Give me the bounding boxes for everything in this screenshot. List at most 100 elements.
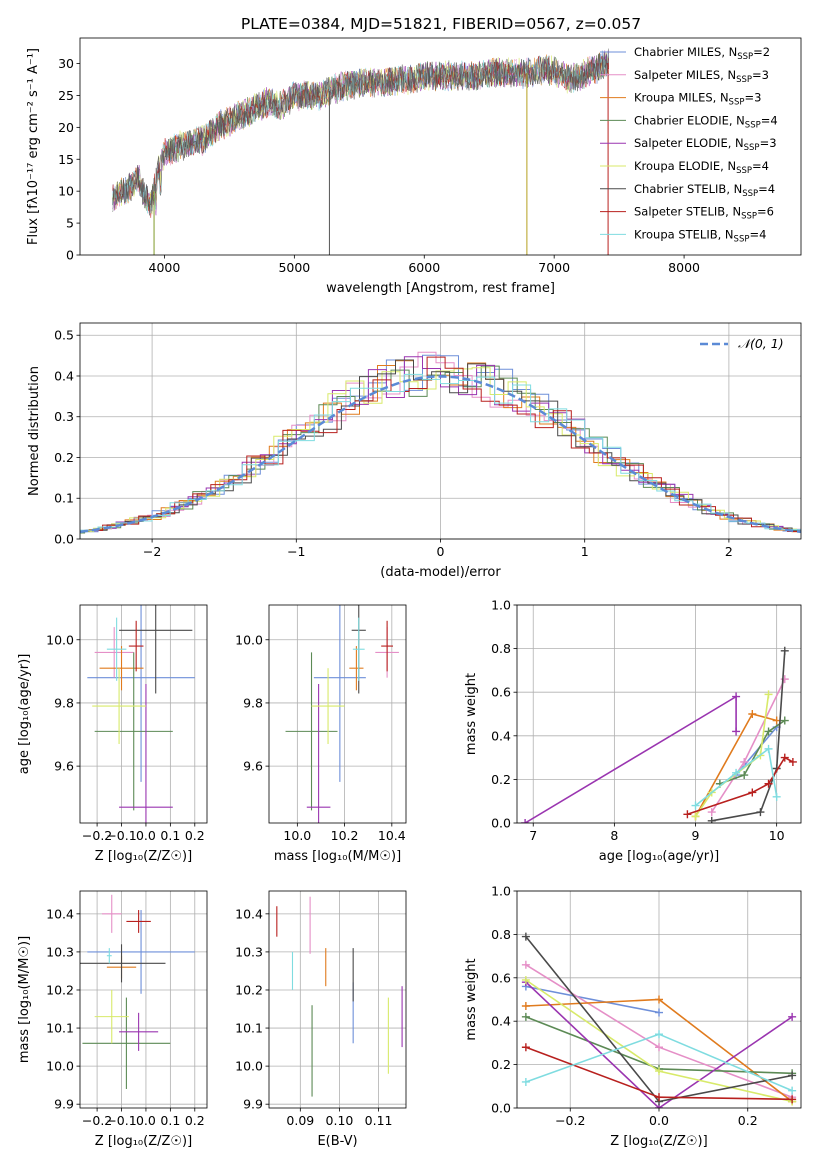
y-tick-label: 0 [66,248,74,263]
mass-weight-marker [707,816,716,823]
axes-frame: 10.0 10.2 10.4 9.6 9.8 10.0 mass [log₁₀(M/M☉)] [235,604,407,864]
y-axis-label: age [log₁₀(age/yr)] [17,654,32,775]
axes-frame: −0.2−0.1 0.0 0.1 0.2 9.6 9.8 10.0 Z [log₁₀(Z/Z☉… [17,604,208,864]
y-tick-label: 9.9 [54,1097,74,1112]
plot-layer: 4000 5000 6000 7000 8000051015202530waveleng… [17,37,802,1149]
axes-border [516,604,802,824]
plot-area [276,896,403,1097]
y-tick-label: 0.2 [491,1057,511,1072]
x-axis-label: mass [log₁₀(M/M☉)] [274,849,401,864]
x-tick-label: 0.1 [160,1113,180,1128]
mass-weight-marker [655,1043,663,1052]
y-tick-label: 10.0 [46,632,74,647]
plot-area [80,351,801,539]
mass-weight-line [694,747,778,807]
y-axis-label: Normed distribution [27,366,42,496]
error-bar-point [306,683,331,823]
error-bar-point [119,683,173,823]
mass-weight-vs-Z-panel: −0.2 0.0 0.2 0.0 0.2 0.4 0.6 0.8 1.0 Z [log₁₀(Z/Z… [464,884,802,1149]
mass-weight-marker [655,1093,663,1102]
histogram-step [80,359,801,532]
y-tick-label: 0.3 [54,409,74,424]
mass-weight-marker [655,1008,663,1017]
x-tick-label: 0.2 [738,1113,758,1128]
x-tick-label: 6000 [408,260,440,275]
x-tick-label: 0.1 [160,828,180,843]
y-tick-label: 0.6 [491,970,511,985]
x-tick-label: −1 [287,544,305,559]
legend-label: Kroupa ELODIE, NSSP=4 [634,159,769,176]
mass-weight-marker [683,810,692,819]
y-tick-label: 0.4 [491,728,511,743]
mass-weight-marker [780,646,789,655]
mass-weight-marker [521,932,530,941]
axes-frame: 4000 5000 6000 7000 8000 0 5 10 15 20 25 30 waveleng… [26,37,802,296]
legend-label: 𝒩(0, 1) [738,336,784,351]
error-bar-point [106,617,127,681]
x-tick-label: 5000 [278,260,310,275]
mass-weight-line [525,981,793,1108]
histogram-step [80,351,801,533]
y-tick-label: 0.0 [491,1101,511,1116]
error-bar-point [311,668,345,745]
x-tick-label: −0.1 [106,1113,136,1128]
spectrum-data-line [112,48,609,216]
y-tick-label: 0.2 [491,772,511,787]
axes-frame: −0.2−0.1 0.0 0.1 0.2 9.9 10.0 10.1 10.2 10.3 10.4… [17,890,208,1149]
y-tick-label: 10.1 [235,1021,263,1036]
error-bar-point [349,646,364,691]
y-tick-label: 10.2 [235,982,263,997]
error-bar-point [80,944,166,983]
legend-label: Kroupa STELIB, NSSP=4 [634,227,766,244]
mass-weight-line [719,719,786,785]
x-tick-label: 0.09 [286,1113,314,1128]
y-tick-label: 0.6 [491,685,511,700]
age-vs-mass-panel: 10.0 10.2 10.4 9.6 9.8 10.0 mass [log₁₀(M/M☉)] [235,604,407,864]
x-tick-label: 4000 [149,260,181,275]
x-tick-label: 10.0 [283,828,311,843]
axes-border [268,890,407,1109]
spectrum-model-line [112,53,609,214]
y-tick-label: 10.1 [46,1021,74,1036]
mass-weight-marker [788,1071,797,1080]
x-axis-label: Z [log₁₀(Z/Z☉)] [610,1134,707,1149]
x-tick-label: 0.0 [649,1113,669,1128]
y-tick-label: 10.0 [46,1059,74,1074]
y-tick-label: 0.4 [54,368,74,383]
mass-weight-marker [756,808,765,817]
mass-weight-marker [655,1067,663,1076]
mass-weight-marker [521,975,530,984]
mass-weight-marker [691,812,700,821]
axes-border [268,604,407,824]
axes-border [79,604,208,824]
mass-weight-marker [788,757,797,766]
legend-label: Chabrier STELIB, NSSP=4 [634,182,775,199]
plot-area [112,48,609,255]
error-bar-point [126,910,151,933]
x-tick-label: 0.2 [185,1113,205,1128]
y-tick-label: 20 [58,120,74,135]
mass-weight-marker [655,1030,663,1039]
mass-weight-marker [748,788,757,797]
mass-weight-marker [764,744,773,753]
plot-area [87,605,195,823]
y-axis-label: mass [log₁₀(M/M☉)] [17,936,32,1063]
y-tick-label: 0.8 [491,927,511,942]
y-tick-label: 10.4 [46,906,74,921]
mass-weight-marker [740,757,749,766]
mass-weight-marker [748,710,757,718]
y-tick-label: 10.0 [235,632,263,647]
y-tick-label: 10.4 [235,906,263,921]
y-axis-label: Flux [fλ10⁻¹⁷ erg cm⁻² s⁻¹ A⁻¹] [26,48,41,245]
spectrum-legend: Chabrier MILES, NSSP=2 Salpeter MILES, NS… [600,45,778,244]
grid [80,891,207,1108]
y-tick-label: 25 [58,88,74,103]
x-tick-label: 0.0 [136,828,156,843]
plot-area [521,646,797,823]
axes-frame: −0.2 0.0 0.2 0.0 0.2 0.4 0.6 0.8 1.0 Z [log₁₀(Z/Z… [464,884,802,1149]
x-tick-label: 10 [769,828,785,843]
age-vs-Z-panel: −0.2−0.1 0.0 0.1 0.2 9.6 9.8 10.0 Z [log₁₀(Z/Z☉… [17,604,208,864]
x-tick-label: 0.10 [326,1113,354,1128]
y-tick-label: 1.0 [491,598,511,613]
